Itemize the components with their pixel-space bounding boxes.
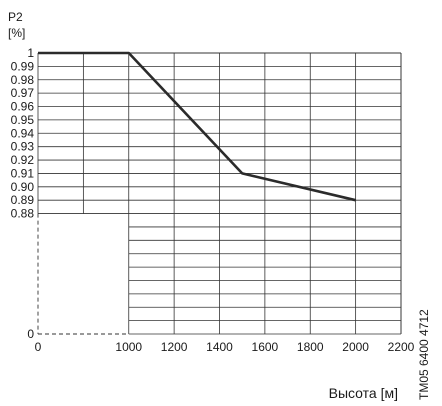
y-tick-label: 0.90 (11, 180, 35, 194)
x-axis-label: Высота [м] (329, 385, 398, 401)
y-tick-label: 0.92 (11, 153, 35, 167)
grid-layer (37, 52, 402, 335)
x-tick-labels: 0 1000 1200 1400 1600 1800 2000 2200 (35, 340, 415, 354)
x-tick-label: 1200 (161, 340, 188, 354)
y-unit-top: P2 (8, 10, 23, 24)
y-unit-bottom: [%] (8, 26, 25, 40)
x-tick-label: 2200 (388, 340, 415, 354)
series-layer (38, 51, 356, 202)
y-tick-label: 0.88 (11, 207, 35, 221)
y-tick-label: 0 (27, 327, 34, 341)
y-tick-label: 0.97 (11, 86, 35, 100)
y-tick-label: 0.94 (11, 126, 35, 140)
drawing-number: TM05 6400 4712 (417, 309, 431, 400)
y-tick-labels: 00.880.890.900.910.920.930.940.950.960.9… (11, 46, 35, 341)
y-tick-label: 0.89 (11, 193, 35, 207)
y-tick-label: 0.98 (11, 73, 35, 87)
axis-break (37, 213, 129, 335)
x-tick-label: 2000 (342, 340, 369, 354)
y-tick-label: 0.95 (11, 113, 35, 127)
y-tick-label: 1 (27, 46, 34, 60)
y-tick-label: 0.99 (11, 59, 35, 73)
y-tick-label: 0.93 (11, 140, 35, 154)
y-tick-label: 0.91 (11, 166, 35, 180)
x-tick-label: 1400 (206, 340, 233, 354)
x-tick-label: 1600 (252, 340, 279, 354)
x-tick-label: 0 (35, 340, 42, 354)
y-tick-label: 0.96 (11, 100, 35, 114)
series-line (38, 51, 356, 202)
x-tick-label: 1000 (115, 340, 142, 354)
x-tick-label: 1800 (297, 340, 324, 354)
